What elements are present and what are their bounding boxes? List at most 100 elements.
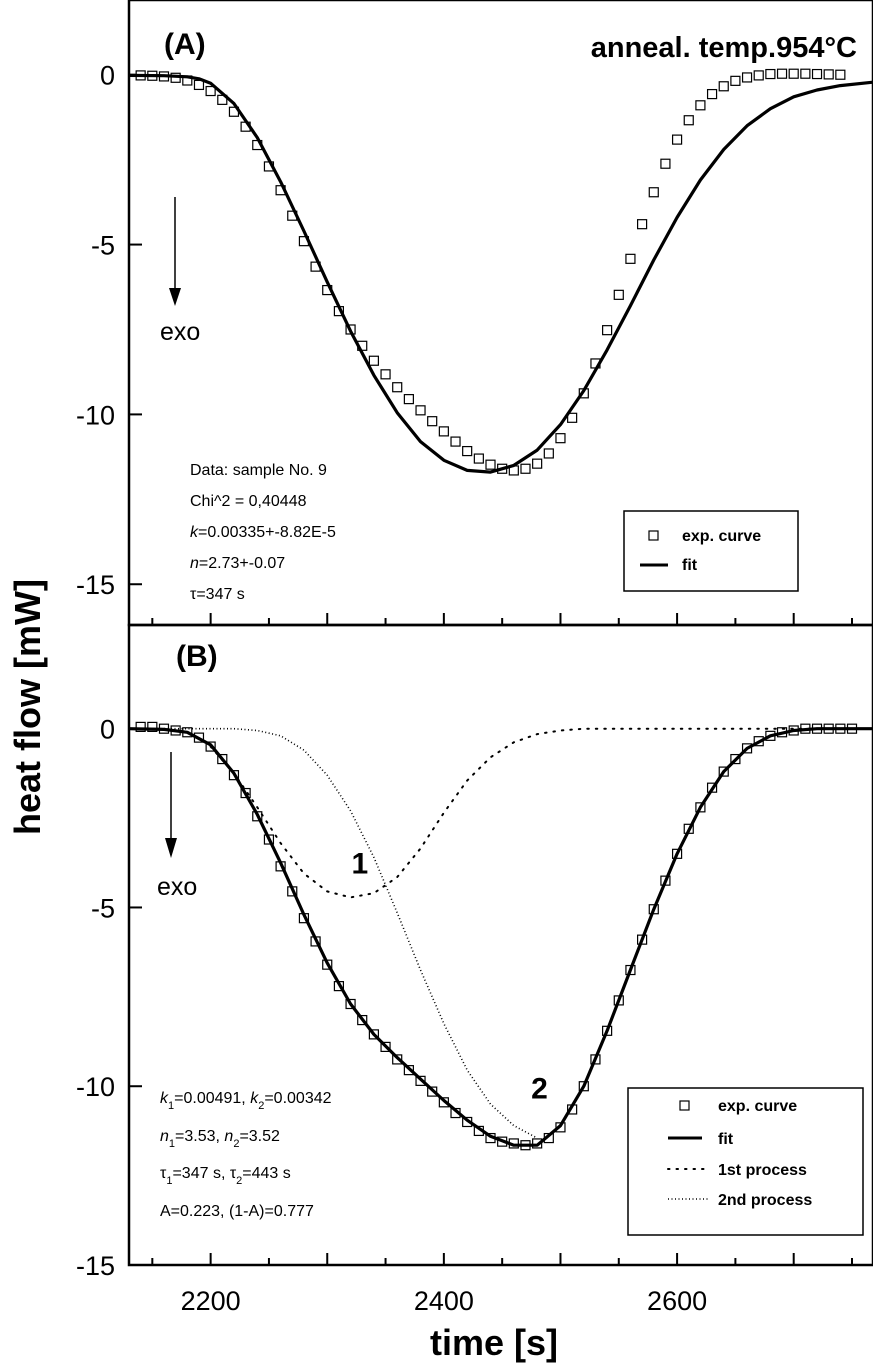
panel-a-series	[128, 68, 873, 476]
exp-curve-point	[823, 69, 834, 80]
panel-b-2nd-process-line	[129, 727, 538, 1139]
exp-curve-point	[765, 68, 776, 80]
panel-b-ytick-label: -15	[76, 1251, 115, 1281]
annotation-a-2: k=0.00335+-8.82E-5	[190, 524, 336, 541]
exp-curve-point	[835, 69, 846, 80]
exp-curve-point	[380, 369, 391, 380]
exp-curve-point	[718, 81, 729, 92]
exp-curve-point	[800, 68, 811, 79]
panel-a-exp-curve-points	[135, 68, 846, 476]
panel-b-xtick-label: 2400	[414, 1286, 474, 1316]
legend-a-exp-label: exp. curve	[682, 528, 761, 545]
exp-curve-point	[415, 405, 426, 416]
exp-curve-point	[555, 433, 566, 444]
panel-a: 0 -5 -10 -15 (A) anneal. temp.954°C exo Dat…	[76, 0, 873, 627]
legend-b-2nd-label: 2nd process	[718, 1192, 812, 1209]
legend-b-marker-exp	[679, 1100, 690, 1111]
exp-curve-point	[613, 289, 624, 300]
panel-b: 0-5-10-15 2200 2400 2600 (B) exo 12 k1=0.0…	[76, 623, 873, 1316]
annotation-b-1: n1=3.53, n2=3.52	[160, 1128, 280, 1150]
exp-curve-point	[567, 412, 578, 423]
exo-label-b: exo	[157, 873, 197, 901]
exp-curve-point	[695, 100, 706, 111]
panel-a-y-ticks: 0 -5 -10 -15	[76, 61, 142, 600]
exp-curve-point	[683, 115, 694, 126]
panel-a-label: (A)	[164, 28, 206, 61]
peak-label-1: 1	[352, 847, 369, 880]
peak-label-2: 2	[531, 1073, 548, 1106]
exp-curve-point	[147, 721, 158, 732]
annotation-a-0: Data: sample No. 9	[190, 462, 327, 479]
panel-b-label: (B)	[176, 640, 218, 673]
panel-b-ytick-label: -5	[91, 893, 115, 923]
exp-curve-point	[135, 721, 146, 732]
exp-curve-point	[532, 458, 543, 469]
panel-b-peak-labels: 12	[352, 847, 548, 1105]
exp-curve-point	[485, 459, 496, 470]
annotation-b-2: τ1=347 s, τ2=443 s	[160, 1165, 291, 1187]
exp-curve-point	[671, 134, 683, 145]
panel-b-x-ticks: 2200 2400 2600	[151, 1253, 854, 1316]
panel-b-1st-process-line	[209, 727, 873, 899]
panel-b-series	[128, 721, 873, 1151]
exp-curve-point	[462, 445, 473, 457]
panel-a-ytick-label: -5	[91, 231, 115, 261]
annotation-a-1: Chi^2 = 0,40448	[190, 493, 307, 510]
exp-curve-point	[788, 68, 799, 79]
panel-b-annotations: k1=0.00491, k2=0.00342 n1=3.53, n2=3.52 …	[160, 1090, 332, 1220]
exp-curve-point	[205, 85, 216, 97]
exp-curve-point	[730, 75, 741, 86]
exp-curve-point	[776, 68, 788, 79]
exp-curve-point	[438, 426, 449, 437]
legend-b-fit-label: fit	[718, 1131, 734, 1148]
exp-curve-point	[811, 68, 823, 80]
exp-curve-point	[637, 219, 648, 230]
legend-a: exp. curve fit	[623, 510, 799, 592]
panel-a-title: anneal. temp.954°C	[591, 32, 857, 64]
panel-a-ytick-label: -15	[76, 570, 115, 600]
legend-b-box	[627, 1087, 864, 1236]
legend-a-fit-label: fit	[682, 557, 698, 574]
exp-curve-point	[392, 382, 403, 393]
exp-curve-point	[706, 88, 718, 100]
exp-curve-point	[660, 158, 671, 169]
exp-curve-point	[543, 448, 554, 459]
panel-a-ytick-label: -10	[76, 400, 115, 430]
panel-b-ytick-label: -10	[76, 1072, 115, 1102]
panel-a-ytick-label: 0	[100, 61, 115, 91]
panel-a-annotations: Data: sample No. 9 Chi^2 = 0,40448 k=0.0…	[190, 462, 336, 603]
y-axis-label: heat flow [mW]	[7, 579, 48, 835]
legend-a-box	[623, 510, 799, 592]
x-axis-label: time [s]	[430, 1322, 558, 1363]
exp-curve-point	[602, 325, 613, 336]
exp-curve-point	[648, 187, 659, 198]
panel-b-fit-line	[128, 727, 873, 1147]
exp-curve-point	[450, 436, 461, 447]
legend-a-marker-exp	[648, 530, 659, 541]
exp-curve-point	[741, 72, 753, 83]
legend-b: exp. curve fit 1st process 2nd process	[627, 1087, 864, 1236]
legend-b-exp-label: exp. curve	[718, 1098, 797, 1115]
panel-b-xtick-label: 2600	[647, 1286, 707, 1316]
exp-curve-point	[520, 463, 531, 474]
panel-b-ytick-label: 0	[100, 715, 115, 745]
legend-b-1st-label: 1st process	[718, 1162, 807, 1179]
exp-curve-point	[473, 453, 484, 464]
annotation-b-0: k1=0.00491, k2=0.00342	[160, 1090, 332, 1112]
exp-curve-point	[427, 416, 438, 427]
exp-curve-point	[625, 253, 636, 264]
exp-curve-point	[193, 79, 205, 91]
annotation-a-4: τ=347 s	[190, 586, 245, 603]
panel-b-y-ticks: 0 -5 -10 -15	[76, 715, 142, 1281]
annotation-a-3: n=2.73+-0.07	[190, 555, 285, 572]
exp-curve-point	[403, 394, 414, 405]
panel-b-xtick-label: 2200	[181, 1286, 241, 1316]
exo-label-a: exo	[160, 318, 200, 346]
exo-arrowhead-b	[165, 838, 177, 858]
panel-b-frame	[127, 623, 873, 1267]
panel-a-x-ticks	[151, 613, 854, 625]
exo-arrowhead-a	[169, 288, 181, 306]
panel-a-fit-line	[128, 73, 873, 474]
exp-curve-point	[368, 355, 379, 366]
